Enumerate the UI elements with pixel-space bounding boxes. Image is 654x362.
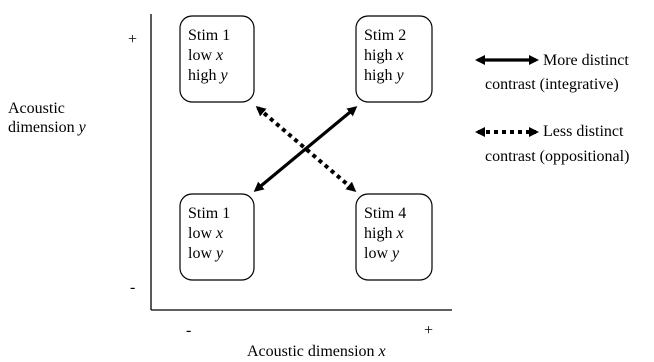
oppositional-contrast-arrow [255,106,357,192]
x-plus-label: + [424,322,433,339]
y-axis-title: Acoustic dimension y [8,100,87,136]
legend-item-integrative: More distinct contrast (integrative) [475,52,629,93]
svg-text:Stim 2 high x high: Stim 2 high x high y [364,27,410,84]
legend-integrative-line2: contrast (integrative) [485,76,619,93]
legend-oppositional-line2: contrast (oppositional) [485,148,629,165]
y-plus-label: + [128,31,137,48]
x-axis-title: Acoustic dimension x [247,343,386,360]
legend: More distinct contrast (integrative) Les… [475,52,629,165]
stim-box-top-left: Stim 1 low x high y [179,15,255,103]
svg-text:Stim 1 low x high: Stim 1 low x high y [188,27,234,84]
stim-box-bottom-right: Stim 4 high x low y [355,193,433,281]
stim-box-bottom-left: Stim 1 low x low y [179,193,255,281]
stim-box-top-right: Stim 2 high x high y [355,15,433,103]
legend-oppositional-line1: Less distinct [543,123,624,140]
legend-integrative-line1: More distinct [543,52,629,69]
x-minus-label: - [186,322,191,339]
svg-text:Stim 1 low x low y: Stim 1 low x low y [188,205,234,262]
svg-text:Stim 4 high x low: Stim 4 high x low y [364,205,410,262]
y-minus-label: - [130,279,135,296]
legend-item-oppositional: Less distinct contrast (oppositional) [475,123,629,165]
